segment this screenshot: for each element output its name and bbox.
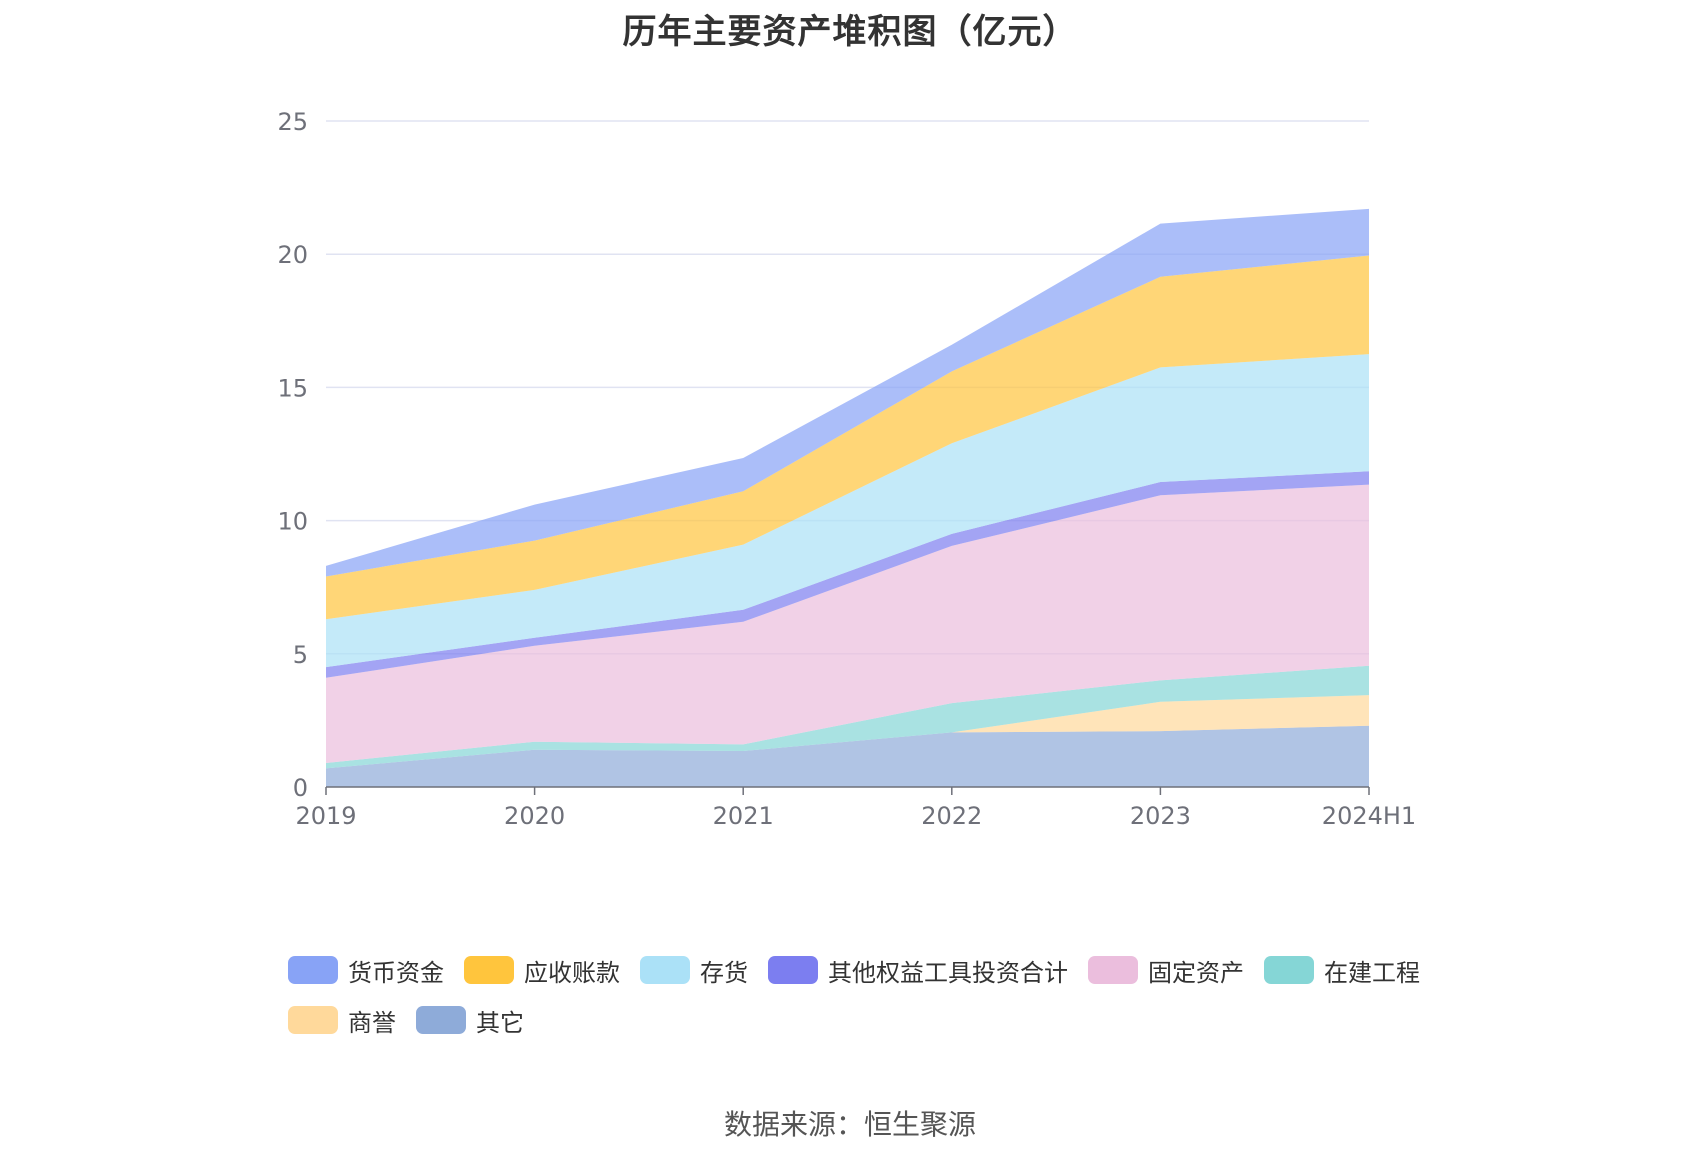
legend-item[interactable]: 在建工程	[1264, 956, 1420, 987]
legend-label: 货币资金	[348, 958, 444, 987]
legend-label: 固定资产	[1148, 958, 1244, 987]
x-tick-label: 2024H1	[1322, 802, 1416, 830]
chart-title: 历年主要资产堆积图（亿元）	[622, 12, 1078, 52]
area-series-0	[326, 725, 1369, 787]
x-tick-label: 2019	[295, 802, 356, 830]
legend-item[interactable]: 其它	[416, 1006, 524, 1037]
legend-label: 其他权益工具投资合计	[828, 958, 1068, 987]
legend-swatch	[1264, 956, 1314, 984]
y-tick-label: 10	[277, 508, 308, 536]
y-tick-label: 0	[293, 774, 308, 802]
legend-label: 存货	[700, 958, 748, 987]
area-series-6	[326, 255, 1369, 620]
legend-item[interactable]: 存货	[640, 956, 748, 987]
chart-legend: 货币资金 应收账款 存货 其他权益工具投资合计 固定资产 在建工程商誉 其它	[288, 956, 1468, 1037]
y-tick-label: 20	[277, 241, 308, 269]
legend-item[interactable]: 应收账款	[464, 956, 620, 987]
area-series	[326, 208, 1369, 787]
legend-swatch	[288, 956, 338, 984]
legend-swatch	[640, 956, 690, 984]
legend-label: 在建工程	[1324, 958, 1420, 987]
area-series-1	[326, 695, 1369, 769]
legend-item[interactable]: 货币资金	[288, 956, 444, 987]
x-tick-label: 2020	[504, 802, 565, 830]
legend-item[interactable]: 固定资产	[1088, 956, 1244, 987]
legend-item[interactable]: 商誉	[288, 1006, 396, 1037]
legend-swatch	[288, 1006, 338, 1034]
legend-swatch	[416, 1006, 466, 1034]
data-source-note: 数据来源：恒生聚源	[723, 1108, 976, 1141]
area-series-7	[326, 208, 1369, 577]
area-series-5	[326, 354, 1369, 668]
legend-label: 商誉	[348, 1008, 396, 1037]
x-tick-label: 2023	[1130, 802, 1191, 830]
x-tick-label: 2021	[713, 802, 774, 830]
legend-swatch	[1088, 956, 1138, 984]
legend-item[interactable]: 其他权益工具投资合计	[768, 956, 1068, 987]
legend-swatch	[768, 956, 818, 984]
area-series-2	[326, 665, 1369, 769]
y-tick-label: 25	[277, 108, 308, 136]
axes: 0 5 10 15 20 25 2019 2020 2021 2022 2023 2024H1	[277, 108, 1416, 830]
area-series-3	[326, 484, 1369, 763]
legend-label: 应收账款	[524, 958, 620, 987]
legend-label: 其它	[476, 1008, 524, 1037]
area-series-4	[326, 471, 1369, 678]
y-tick-label: 5	[293, 641, 308, 669]
legend-swatch	[464, 956, 514, 984]
y-tick-label: 15	[277, 374, 308, 402]
x-tick-label: 2022	[921, 802, 982, 830]
